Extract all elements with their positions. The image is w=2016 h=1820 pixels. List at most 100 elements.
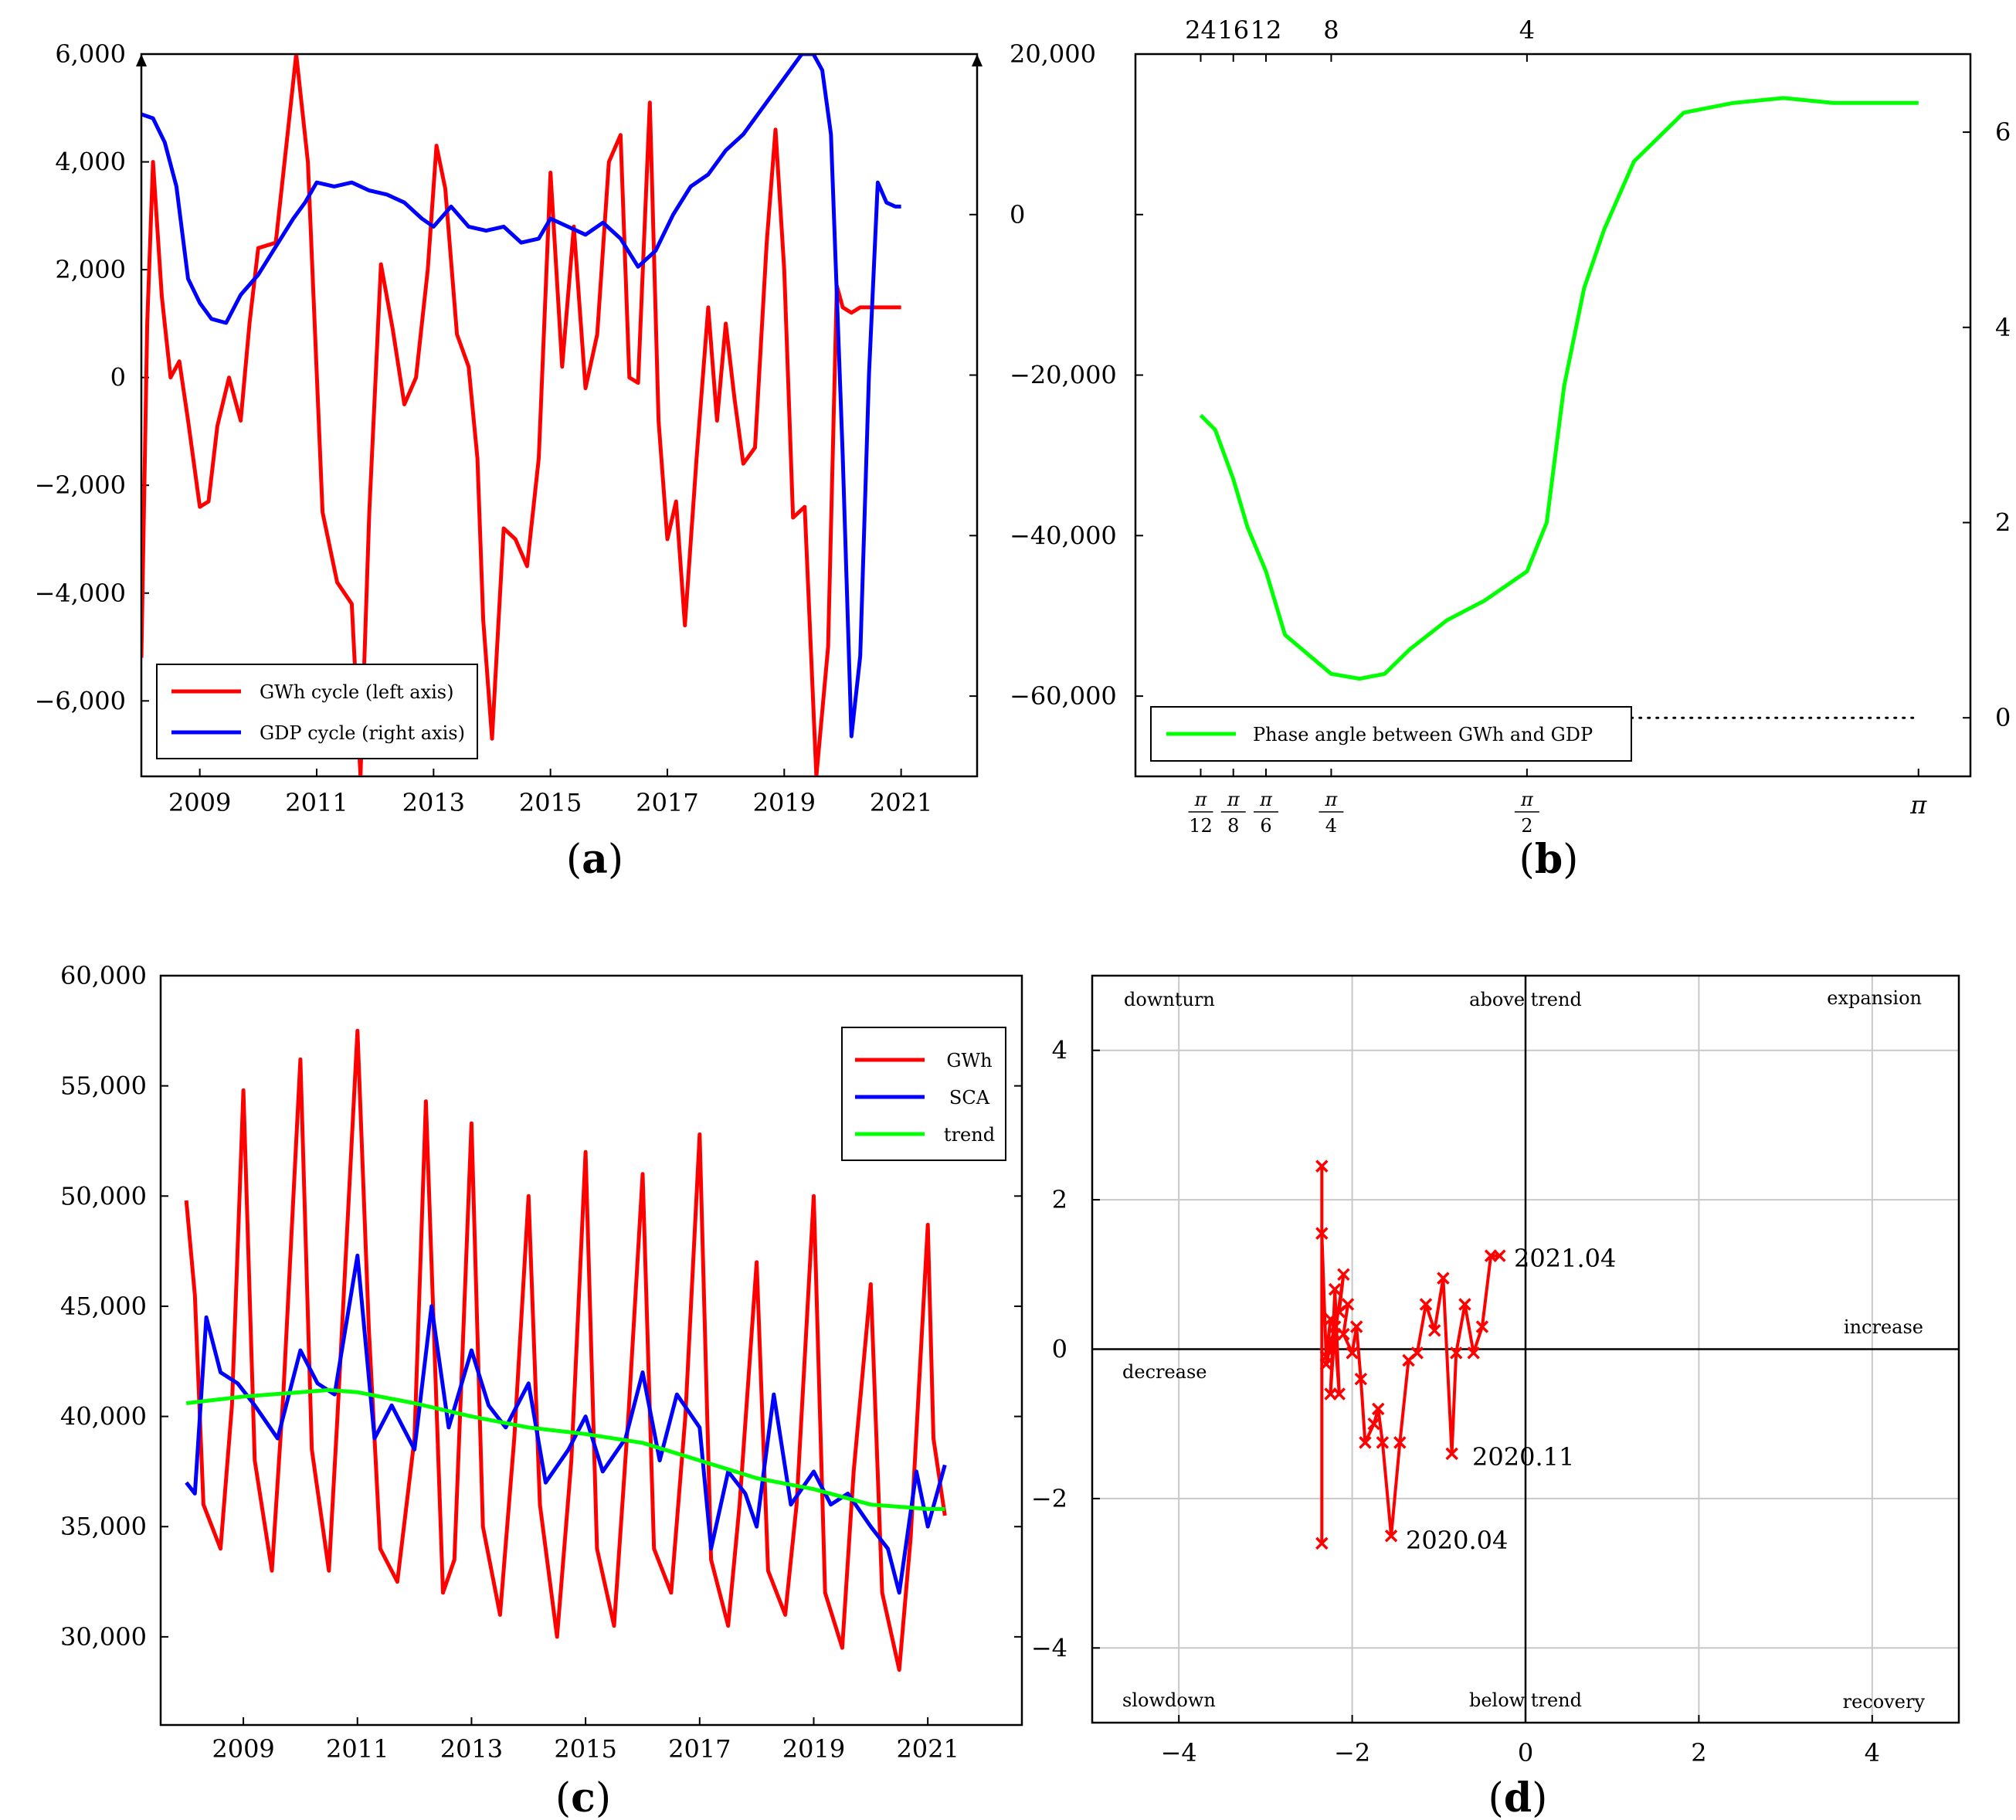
- data-point: [1419, 1298, 1433, 1311]
- data-point-stroke: [1437, 1272, 1450, 1285]
- d-y-tick-label: −4: [1031, 1633, 1067, 1662]
- panel-d-label: (d): [1488, 1774, 1548, 1820]
- b-right-tick-label: 2: [1995, 508, 2011, 537]
- data-point-stroke: [1332, 1387, 1346, 1401]
- data-point: [1410, 1346, 1424, 1360]
- a-left-tick-label: 2,000: [55, 255, 126, 284]
- d-x-tick-label: 0: [1518, 1738, 1533, 1767]
- data-point: [1493, 1249, 1506, 1262]
- legend-label-gdp-cycle: GDP cycle (right axis): [260, 722, 465, 744]
- a-left-tick-label: −4,000: [35, 579, 126, 608]
- data-point: [1427, 1324, 1441, 1337]
- panel-a-legend: GWh cycle (left axis) GDP cycle (right a…: [156, 664, 478, 759]
- data-point: [1376, 1436, 1390, 1449]
- data-point-stroke: [1493, 1249, 1506, 1262]
- a-left-tick-label: −2,000: [35, 470, 126, 500]
- panel-c-legend: GWh SCA trend: [841, 1027, 1006, 1161]
- data-point-stroke: [1445, 1447, 1458, 1461]
- b-bottom-tick-den: 2: [1521, 815, 1532, 837]
- panel-a-left-arrow: [136, 54, 147, 66]
- a-left-tick-label: 0: [110, 363, 126, 392]
- a-x-tick-label: 2017: [636, 788, 698, 817]
- label-decrease: decrease: [1122, 1361, 1207, 1383]
- c-x-tick-label: 2013: [440, 1734, 503, 1764]
- data-point: [1384, 1530, 1398, 1543]
- b-bottom-tick-num: π: [1227, 789, 1240, 810]
- panel-a-left-axis: 6,000 4,000 2,000 0 −2,000 −4,000 −6,000: [35, 39, 149, 715]
- legend-label-gwh: GWh: [946, 1050, 992, 1071]
- b-top-tick-label: 8: [1323, 15, 1339, 45]
- data-point: [1328, 1282, 1342, 1296]
- panel-c: 60,000 55,000 50,000 45,000 40,000 35,000 30,0…: [60, 961, 1023, 1820]
- data-point-stroke: [1328, 1282, 1342, 1296]
- b-top-tick-label: 16: [1217, 15, 1249, 45]
- legend-label-phase-angle: Phase angle between GWh and GDP: [1253, 724, 1593, 745]
- panel-c-x-axis: 2009 2011 2013 2015 2017 2019 2021: [212, 1717, 959, 1764]
- label-increase: increase: [1844, 1316, 1923, 1338]
- panel-c-frame: [159, 974, 1023, 1727]
- a-x-tick-label: 2013: [402, 788, 465, 817]
- data-point-stroke: [1393, 1436, 1407, 1449]
- data-point: [1332, 1387, 1346, 1401]
- annotation-2021-04: 2021.04: [1514, 1244, 1616, 1273]
- panel-a-right-arrow: [972, 54, 983, 66]
- b-right-tick-label: 4: [1995, 313, 2011, 342]
- data-point: [1467, 1346, 1480, 1360]
- data-point-stroke: [1419, 1298, 1433, 1311]
- data-point-stroke: [1319, 1357, 1333, 1371]
- data-point-stroke: [1372, 1402, 1385, 1416]
- annotation-2020-04: 2020.04: [1406, 1526, 1508, 1555]
- a-x-tick-label: 2019: [753, 788, 816, 817]
- data-point-stroke: [1458, 1298, 1471, 1311]
- b-right-tick-label: 6: [1995, 117, 2011, 147]
- panel-d-zero-axes: [1092, 976, 1959, 1723]
- label-below-trend: below trend: [1469, 1689, 1582, 1711]
- data-point-stroke: [1450, 1346, 1463, 1360]
- legend-label-gwh-cycle: GWh cycle (left axis): [260, 681, 453, 703]
- data-point: [1341, 1298, 1355, 1311]
- data-point-stroke: [1337, 1268, 1350, 1282]
- b-top-tick-label: 4: [1519, 15, 1535, 45]
- d-y-tick-label: 2: [1052, 1185, 1067, 1214]
- series-gwh: [184, 1028, 947, 1672]
- panel-c-series: [184, 1028, 947, 1672]
- data-point: [1354, 1372, 1368, 1386]
- panel-a-right-axis: 20,000 0 −20,000 −40,000 −60,000: [969, 39, 1117, 711]
- b-right-tick-label: 0: [1995, 703, 2011, 732]
- data-point: [1349, 1320, 1363, 1333]
- data-point-stroke: [1341, 1298, 1355, 1311]
- c-y-tick-label: 50,000: [60, 1181, 147, 1211]
- panel-d-series: [1315, 1160, 1506, 1550]
- panel-c-label: (c): [555, 1774, 611, 1820]
- b-bottom-tick-num: π: [1259, 789, 1273, 810]
- a-left-tick-label: 6,000: [55, 39, 126, 69]
- panel-a-label: (a): [566, 836, 623, 883]
- panel-a: 6,000 4,000 2,000 0 −2,000 −4,000 −6,000 20,00…: [35, 39, 1117, 883]
- a-x-tick-label: 2021: [870, 788, 932, 817]
- label-slowdown: slowdown: [1122, 1689, 1216, 1711]
- data-point-stroke: [1410, 1346, 1424, 1360]
- legend-label-sca: SCA: [949, 1087, 990, 1109]
- d-y-tick-label: 0: [1052, 1335, 1067, 1364]
- panel-a-x-axis: 2009 2011 2013 2015 2017 2019 2021: [168, 769, 932, 817]
- data-point: [1315, 1227, 1329, 1240]
- data-point: [1437, 1272, 1450, 1285]
- b-bottom-tick-num: π: [1325, 789, 1339, 810]
- c-x-tick-label: 2021: [896, 1734, 959, 1764]
- label-above-trend: above trend: [1469, 989, 1582, 1010]
- data-point: [1458, 1298, 1471, 1311]
- data-point: [1315, 1536, 1329, 1550]
- a-x-tick-label: 2015: [519, 788, 582, 817]
- annotation-2020-11: 2020.11: [1472, 1442, 1574, 1472]
- b-top-tick-label: 12: [1251, 15, 1282, 45]
- legend-label-trend: trend: [944, 1124, 995, 1146]
- panel-b-label: (b): [1519, 836, 1579, 883]
- a-x-tick-label: 2009: [168, 788, 231, 817]
- a-left-tick-label: −6,000: [35, 686, 126, 715]
- c-y-tick-label: 60,000: [60, 961, 147, 990]
- d-y-tick-label: 4: [1052, 1036, 1067, 1065]
- b-bottom-tick-den: 8: [1227, 815, 1239, 837]
- data-point-stroke: [1467, 1346, 1480, 1360]
